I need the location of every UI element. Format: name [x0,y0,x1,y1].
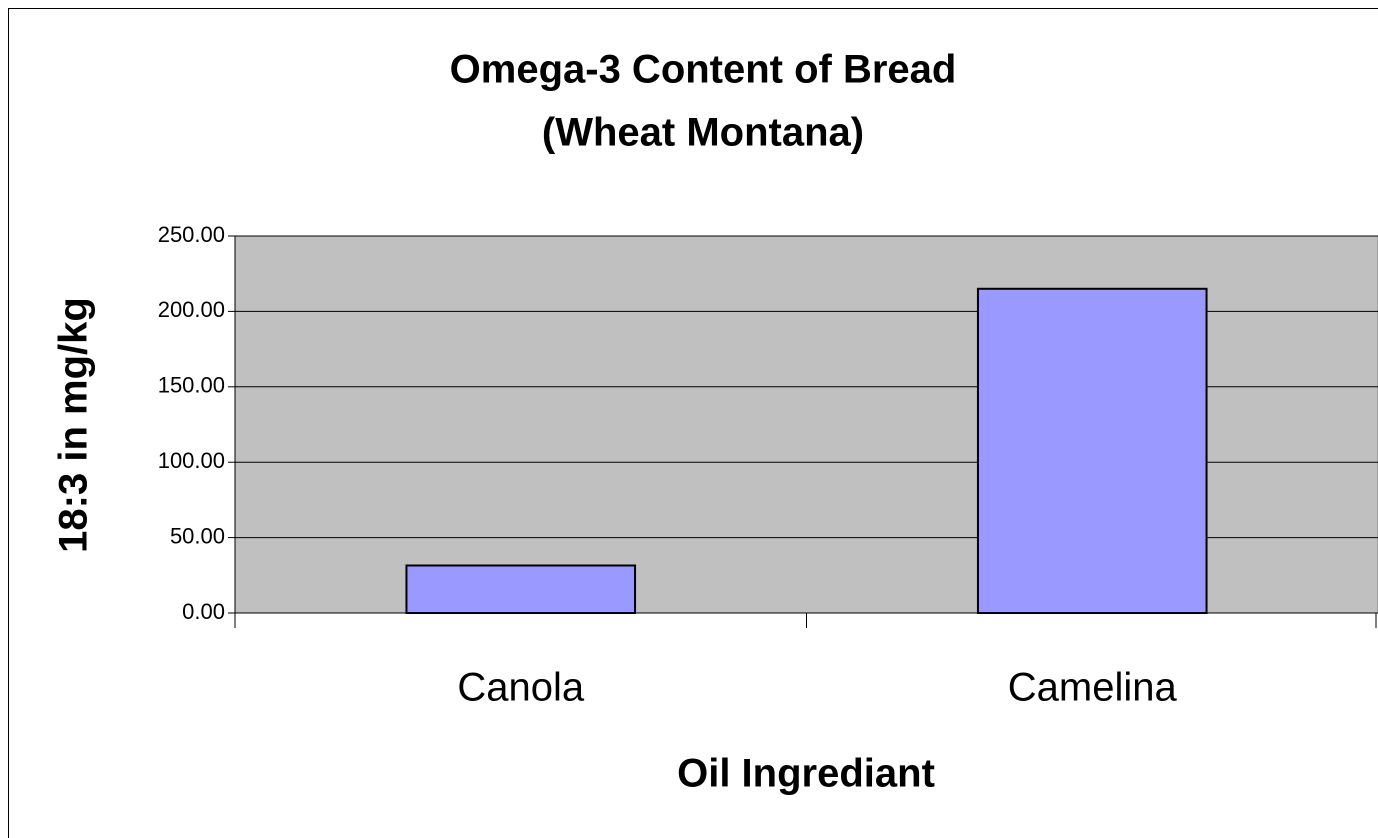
bar [405,564,637,614]
y-tick-label: 250.00 [158,222,225,247]
y-tick-label: 50.00 [170,523,225,548]
y-tick-label: 150.00 [158,373,225,398]
chart-title: Omega-3 Content of Bread [450,48,957,92]
x-axis-title: Oil Ingrediant [677,752,935,796]
y-tick-label: 100.00 [158,448,225,473]
y-tick-label: 0.00 [182,599,225,624]
x-tick-label: Canola [457,666,585,710]
bar [976,287,1208,614]
y-tick-label: 200.00 [158,297,225,322]
chart-title: (Wheat Montana) [542,111,864,155]
x-tick-label: Camelina [1008,666,1178,710]
y-axis-title: 18:3 in mg/kg [52,297,96,553]
